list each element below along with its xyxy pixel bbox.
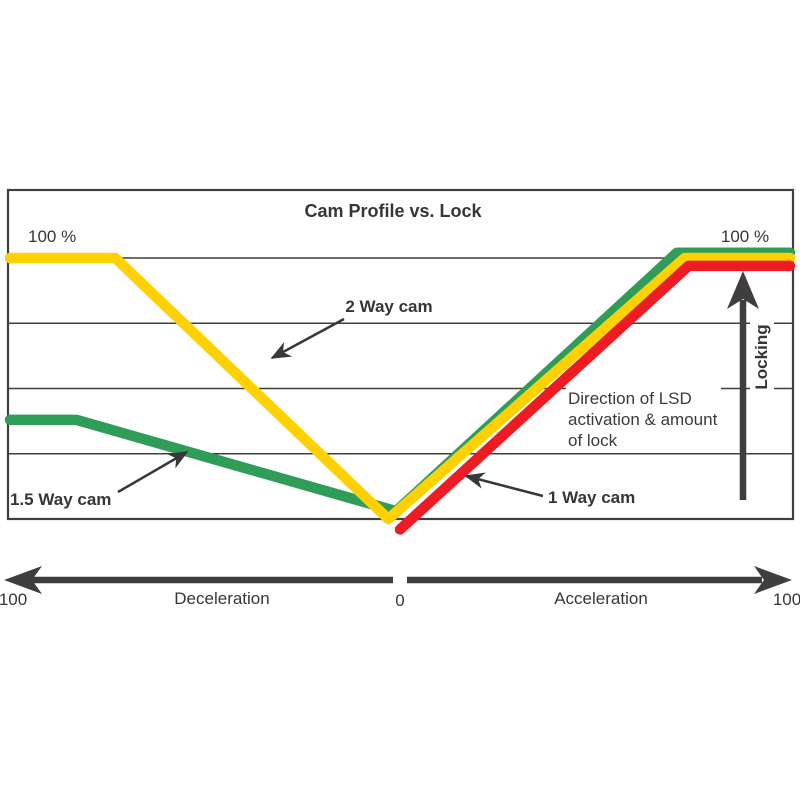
two-way-cam-label: 2 Way cam [345, 297, 433, 316]
one-five-way-cam-label: 1.5 Way cam [10, 490, 112, 509]
chart-title: Cam Profile vs. Lock [304, 201, 482, 221]
series-lines [4, 247, 796, 535]
plot-border [6, 188, 795, 521]
acceleration-arrow [407, 566, 792, 594]
annotation-arrows [117, 317, 544, 498]
2-way-cam-line [4, 252, 796, 525]
locking-arrow-head-icon [727, 271, 759, 309]
x-axis-right-value: 100 [772, 590, 800, 609]
direction-annotation-line3: of lock [568, 431, 618, 450]
one-five-way-pointer-arrow [117, 450, 189, 494]
1-way-cam-line [394, 260, 796, 535]
direction-annotation-line2: activation & amount [568, 410, 718, 429]
one-way-pointer-arrow [464, 472, 544, 498]
right-100-percent-label: 100 % [720, 227, 770, 246]
deceleration-arrow-head-icon [4, 566, 42, 594]
locking-axis-label: Locking [750, 320, 774, 394]
acceleration-arrow-head-icon [754, 566, 792, 594]
two-way-pointer-arrow [270, 317, 345, 360]
direction-annotation: Direction of LSD activation & amount of … [566, 387, 722, 453]
one-way-cam-label: 1 Way cam [548, 488, 636, 507]
locking-arrow [727, 271, 759, 500]
direction-annotation-line1: Direction of LSD [568, 389, 692, 408]
x-axis-center-value: 0 [395, 591, 405, 610]
1-5-way-cam-line [4, 247, 796, 517]
deceleration-label: Deceleration [174, 589, 270, 608]
left-100-percent-label: 100 % [28, 227, 77, 246]
deceleration-arrow [4, 566, 393, 594]
acceleration-label: Acceleration [554, 589, 648, 608]
x-axis-left-value: 100 [0, 590, 28, 609]
